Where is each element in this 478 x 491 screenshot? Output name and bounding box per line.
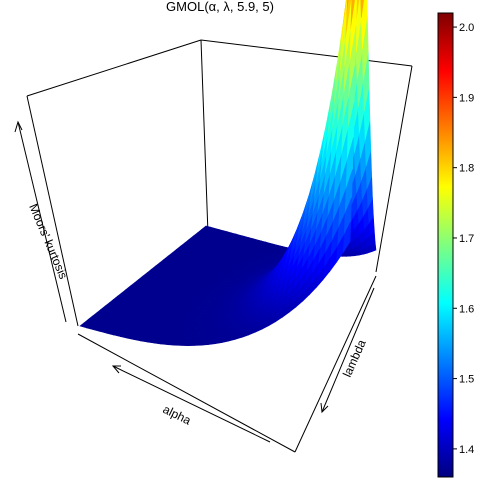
box-edge <box>26 39 202 97</box>
colorbar-tick-label: 1.4 <box>459 444 474 456</box>
chart-title: GMOL(α, λ, 5.9, 5) <box>166 0 274 14</box>
colorbar <box>437 12 454 478</box>
zaxis-label: Moors' kurtosis <box>26 202 70 281</box>
xaxis-label: alpha <box>161 402 194 428</box>
surface-facet <box>360 0 364 18</box>
colorbar-ticks: 1.4 1.5 1.6 1.7 1.8 1.9 2.0 <box>453 22 474 456</box>
colorbar-tick-label: 2.0 <box>459 22 474 34</box>
colorbar-tick-label: 1.8 <box>459 163 474 175</box>
axis-arrows <box>14 120 375 443</box>
colorbar-tick-label: 1.7 <box>459 233 474 245</box>
box-edge <box>200 39 413 67</box>
box-edge <box>77 333 296 453</box>
zaxis-arrow <box>17 121 67 323</box>
box-edge <box>294 275 377 453</box>
box-edge <box>200 39 209 235</box>
surface-facet <box>343 221 352 253</box>
colorbar-tick-label: 1.9 <box>459 92 474 104</box>
plot-box-back <box>26 39 413 327</box>
box-edge <box>375 65 413 273</box>
zaxis-arrowhead <box>14 120 23 133</box>
box-edge <box>26 95 79 327</box>
colorbar-tick-label: 1.6 <box>459 303 474 315</box>
yaxis-arrowhead <box>320 402 329 414</box>
plot-box-front <box>77 275 377 453</box>
yaxis-arrow <box>321 287 375 413</box>
colorbar-tick-label: 1.5 <box>459 374 474 386</box>
surface-facet <box>360 0 368 49</box>
xaxis-arrowhead <box>111 365 121 374</box>
kurtosis-surface <box>79 0 377 347</box>
xaxis-arrow <box>112 365 271 443</box>
